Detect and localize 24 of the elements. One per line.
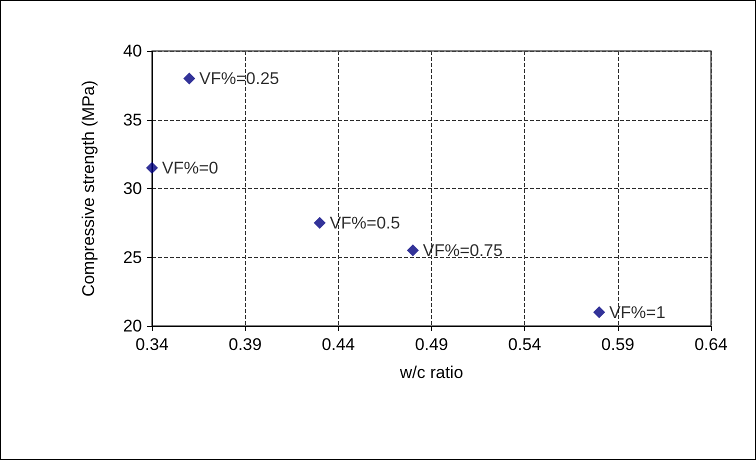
annotation: VF%=0 [162,158,218,178]
point [406,244,419,256]
point [146,162,158,174]
x-tick-label: 0.34 [135,335,169,354]
point [593,306,606,318]
y-tick-label: 30 [123,179,142,198]
y-tick-label: 35 [123,110,142,130]
annotation: VF%=0.5 [330,213,400,232]
x-tick-label: 0.54 [508,335,542,354]
y-tick-label: 25 [123,248,142,267]
point [314,216,326,229]
annotation: VF%=0.25 [199,69,280,88]
annotation: VF%=1 [609,302,666,322]
x-axis-title: w/c ratio [398,363,464,382]
x-tick-label: 0.39 [228,335,262,354]
x-tick-label: 0.64 [694,335,728,354]
y-axis-title: Compressive strength (MPa) [79,80,98,297]
point [183,72,196,84]
x-tick-label: 0.59 [601,335,634,354]
x-tick-label: 0.49 [414,335,448,354]
y-tick-label: 40 [123,42,142,60]
annotation: VF%=0.75 [422,240,503,260]
y-tick-label: 20 [123,316,142,336]
x-tick-label: 0.44 [322,335,355,354]
